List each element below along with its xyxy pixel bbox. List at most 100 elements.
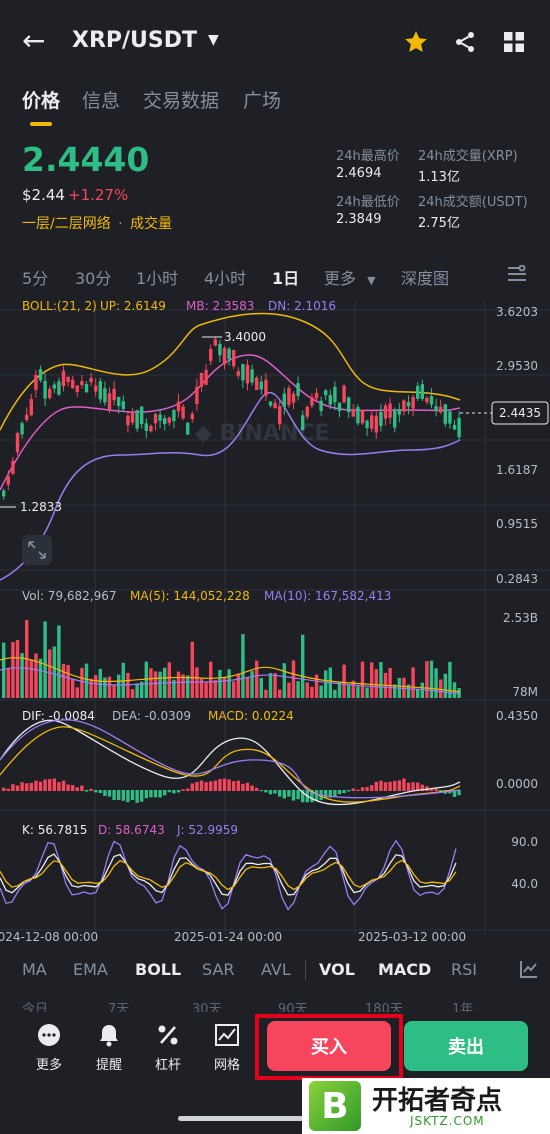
caret-down-icon[interactable]: ▼ — [208, 32, 219, 48]
more-button[interactable]: 更多 — [25, 1022, 73, 1073]
ind-avl[interactable]: AVL — [261, 960, 291, 979]
tab-info[interactable]: 信息 — [82, 90, 121, 112]
candle — [186, 422, 190, 435]
leverage-button[interactable]: 杠杆 — [144, 1022, 192, 1073]
expand-chart-icon[interactable] — [22, 535, 52, 565]
star-icon[interactable] — [402, 28, 430, 56]
volume-bar — [222, 677, 227, 698]
macd-bar — [144, 790, 148, 799]
volume-bar — [213, 680, 217, 698]
volume-bar — [103, 677, 107, 698]
network-tag[interactable]: 一层/二层网络 · 成交量 — [22, 213, 172, 233]
volume-bar — [209, 661, 213, 698]
ind-ma[interactable]: MA — [22, 960, 47, 979]
volume-bar — [227, 669, 231, 698]
candle — [255, 377, 259, 390]
candle — [250, 369, 254, 383]
candle — [273, 402, 277, 409]
volume-bar — [370, 662, 374, 698]
volume-bar — [135, 683, 139, 698]
macd-bar — [209, 781, 213, 791]
ind-rsi[interactable]: RSI — [451, 960, 477, 979]
kdj-j: J: 52.9959 — [176, 823, 238, 837]
tab-indicator — [30, 122, 52, 126]
tf-4h[interactable]: 4小时 — [204, 269, 247, 288]
ind-sar[interactable]: SAR — [202, 960, 235, 979]
candle — [209, 348, 213, 361]
macd-bar — [57, 782, 61, 791]
ind-ema[interactable]: EMA — [73, 960, 108, 979]
macd-bar — [84, 790, 89, 792]
macd-bar — [347, 790, 351, 792]
tf-1d[interactable]: 1日 — [272, 269, 300, 288]
tab-square[interactable]: 广场 — [243, 90, 282, 112]
tab-trading-data[interactable]: 交易数据 — [143, 90, 220, 112]
back-arrow-icon[interactable]: ← — [22, 24, 46, 57]
volume-bar — [89, 678, 93, 698]
ind-vol[interactable]: VOL — [319, 960, 355, 979]
grid-icon[interactable] — [500, 28, 528, 56]
macd-y-tick: 0.4350 — [496, 709, 538, 723]
volume-bar — [199, 678, 204, 698]
macd-bar — [278, 790, 282, 797]
volume-bar — [301, 634, 305, 698]
candle — [89, 377, 93, 383]
amount-value: 2.75亿 — [418, 216, 460, 231]
volume-bar — [259, 678, 263, 698]
candle — [222, 348, 227, 365]
volume-bar — [287, 682, 291, 698]
volume-bar — [158, 671, 162, 698]
share-icon[interactable] — [451, 28, 479, 56]
macd-bar — [52, 778, 56, 791]
pair-title[interactable]: XRP/USDT — [72, 28, 198, 53]
tf-more[interactable]: 更多 ▼ — [324, 265, 376, 289]
ind-boll[interactable]: BOLL — [135, 960, 182, 979]
volume-bar — [268, 673, 273, 698]
tf-1h[interactable]: 1小时 — [136, 269, 179, 288]
chart-settings-icon[interactable] — [507, 264, 527, 287]
volume-bar — [236, 673, 240, 698]
volume-bar — [425, 661, 429, 698]
candle — [172, 409, 176, 421]
candle — [337, 402, 342, 411]
volume-bar — [71, 679, 75, 698]
y-tick: 0.9515 — [496, 517, 538, 531]
candle — [11, 460, 15, 474]
candle — [98, 381, 102, 400]
macd-bar — [232, 781, 236, 791]
ind-macd[interactable]: MACD — [378, 960, 432, 979]
volume-bar — [434, 668, 438, 698]
volume-bar — [278, 689, 282, 698]
candle — [227, 348, 231, 360]
usd-price: $2.44 — [22, 186, 65, 204]
kline-chart[interactable]: BOLL:(21, 2) UP: 2.6149 MB: 2.3583 DN: 2… — [0, 290, 550, 950]
macd-bar — [393, 780, 397, 791]
vol-label: 24h成交量(XRP) — [418, 149, 518, 164]
macd-bar — [80, 785, 84, 791]
volume-bar — [52, 646, 56, 698]
macd-bar — [388, 781, 392, 791]
tf-30m[interactable]: 30分 — [75, 269, 112, 288]
macd-bar — [383, 782, 388, 791]
macd-bar — [112, 790, 116, 800]
watermark-logo: B — [309, 1081, 361, 1131]
macd-bar — [429, 788, 434, 791]
volume-bar — [333, 689, 337, 698]
volume-bar — [190, 641, 194, 698]
volume-bar — [181, 674, 185, 698]
candle — [241, 364, 245, 381]
buy-button[interactable]: 买入 — [267, 1021, 391, 1071]
sell-button[interactable]: 卖出 — [404, 1021, 528, 1071]
candle — [434, 406, 438, 411]
volume-bar — [379, 662, 383, 698]
macd-bar — [434, 788, 438, 791]
tf-5m[interactable]: 5分 — [22, 269, 49, 288]
grid-trading-button[interactable]: 网格 — [203, 1022, 251, 1073]
current-price: 2.4435 — [499, 406, 541, 420]
tf-depth[interactable]: 深度图 — [401, 269, 450, 288]
alert-button[interactable]: 提醒 — [85, 1022, 133, 1073]
indicator-settings-icon[interactable] — [520, 960, 538, 982]
volume-bar — [98, 668, 102, 698]
volume-bar — [347, 685, 351, 698]
tab-price[interactable]: 价格 — [22, 90, 61, 112]
